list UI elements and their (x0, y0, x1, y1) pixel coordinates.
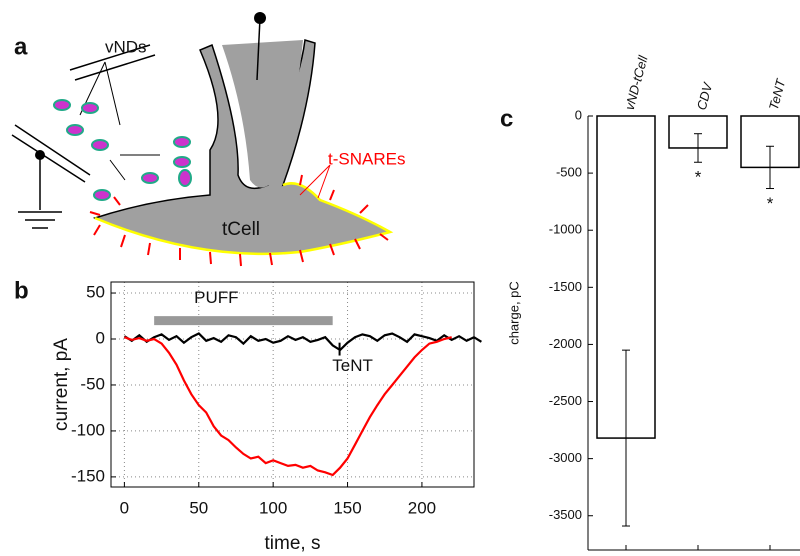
diagram: vNDs t-SNAREs tCell (11, 12, 405, 267)
y-tick-label: -3500 (549, 507, 582, 522)
pipette (222, 40, 303, 188)
panel-label: a (14, 33, 28, 60)
trace (123, 332, 482, 352)
puff-pipette (11, 44, 156, 183)
x-tick-label: 50 (189, 498, 208, 517)
y-tick-label: 0 (96, 328, 105, 347)
y-tick-label: -500 (556, 165, 582, 180)
plot-frame (110, 281, 475, 488)
arrow (79, 61, 160, 181)
y-tick-label: 0 (575, 107, 582, 122)
label: vNDs (105, 37, 147, 56)
y-tick-label: -100 (71, 420, 105, 439)
label: tCell (222, 219, 260, 240)
wire (256, 17, 261, 81)
x-tick-label: 0 (120, 498, 129, 517)
y-tick-label: -150 (71, 466, 105, 485)
trace (124, 336, 452, 477)
y-axis-label: charge, pC (506, 281, 521, 345)
electrode (35, 150, 45, 160)
annotation: TeNT (332, 356, 373, 375)
vnd (53, 99, 192, 201)
y-tick-label: -50 (80, 374, 105, 393)
x-tick-label: 200 (408, 498, 436, 517)
y-tick-label: -2500 (549, 393, 582, 408)
y-tick-label: -1500 (549, 279, 582, 294)
x-tick-label: CDV (694, 80, 716, 112)
significance: * (767, 194, 774, 213)
electrode (254, 12, 266, 24)
membrane (94, 182, 394, 256)
x-tick-label: TeNT (766, 77, 789, 112)
y-axis-label: current, pA (51, 338, 72, 431)
leader (299, 164, 331, 199)
x-tick-label: 100 (259, 498, 287, 517)
label: t-SNAREs (328, 149, 405, 168)
panel-label: c (500, 105, 513, 132)
y-tick-label: -1000 (549, 222, 582, 237)
y-tick-label: 50 (86, 283, 105, 302)
x-tick-label: 150 (333, 498, 361, 517)
t-snare (89, 174, 389, 267)
x-axis-label: time, s (265, 533, 321, 554)
y-tick-label: -2000 (549, 336, 582, 351)
significance: * (695, 168, 702, 187)
x-tick-label: vND-tCell (622, 53, 651, 112)
y-tick-label: -3000 (549, 450, 582, 465)
annotation: PUFF (194, 288, 238, 307)
panel-label: b (14, 277, 29, 304)
